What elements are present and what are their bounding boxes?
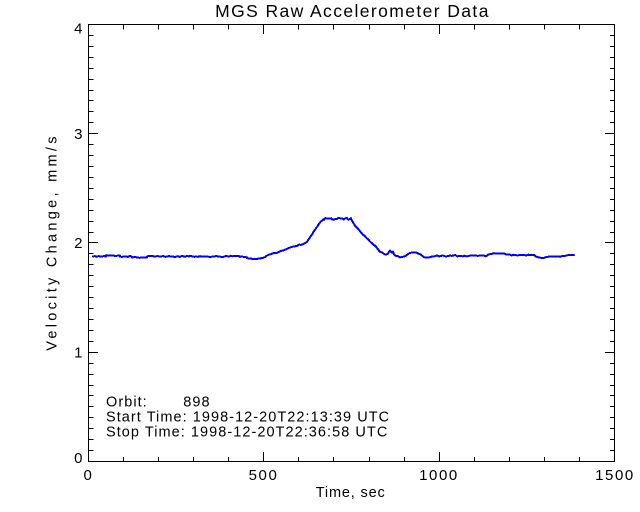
svg-text:Start Time: 1998-12-20T22:13:3: Start Time: 1998-12-20T22:13:39 UTC bbox=[106, 409, 390, 425]
svg-text:3: 3 bbox=[74, 126, 82, 143]
svg-text:Velocity Change, mm/s: Velocity Change, mm/s bbox=[45, 133, 61, 351]
svg-text:MGS Raw Accelerometer Data: MGS Raw Accelerometer Data bbox=[215, 1, 490, 21]
svg-text:1000: 1000 bbox=[419, 467, 459, 484]
svg-text:Time, sec: Time, sec bbox=[316, 485, 386, 501]
svg-text:Orbit:: Orbit: bbox=[106, 394, 148, 410]
svg-text:2: 2 bbox=[74, 235, 82, 252]
svg-text:4: 4 bbox=[74, 20, 82, 37]
svg-text:1: 1 bbox=[74, 344, 82, 361]
svg-text:0: 0 bbox=[84, 467, 92, 484]
svg-text:Stop Time: 1998-12-20T22:36:58: Stop Time: 1998-12-20T22:36:58 UTC bbox=[106, 424, 388, 440]
svg-text:0: 0 bbox=[74, 450, 82, 467]
svg-text:500: 500 bbox=[249, 467, 279, 484]
svg-text:1500: 1500 bbox=[595, 467, 635, 484]
svg-text:898: 898 bbox=[183, 394, 210, 410]
